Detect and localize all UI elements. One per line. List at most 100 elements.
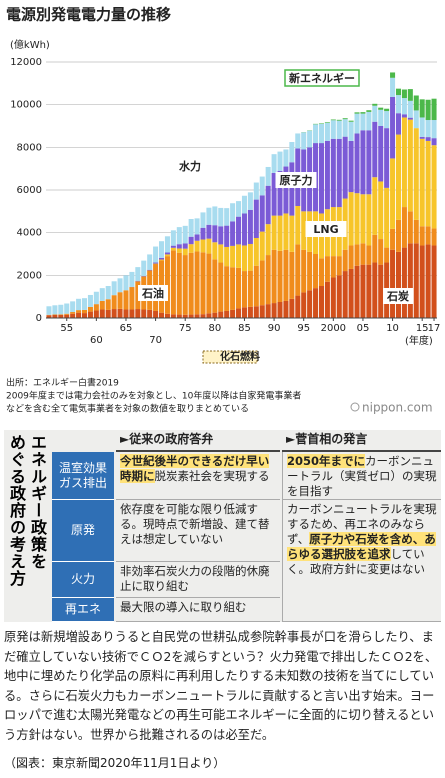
x-tick-label: 55 [60, 323, 73, 334]
bar-segment [218, 311, 224, 318]
bar-segment [336, 256, 342, 276]
bar-segment [413, 243, 419, 318]
bar-segment [153, 310, 159, 318]
series-label-box [138, 285, 168, 301]
bar-segment [70, 313, 76, 318]
bar-segment [307, 130, 313, 148]
bar-segment [301, 211, 307, 250]
bar-segment [277, 170, 283, 216]
bar-segment [395, 88, 402, 96]
bar-segment [194, 218, 200, 235]
bar-segment [336, 120, 342, 139]
bar-segment [318, 286, 324, 318]
bar-segment [348, 245, 354, 269]
bar-segment [372, 105, 378, 122]
bar-segment [176, 248, 182, 253]
bar-segment [313, 288, 319, 318]
bar-segment [360, 243, 366, 265]
bar-segment [378, 109, 384, 126]
bar-segment [407, 89, 413, 101]
bar-segment [295, 295, 301, 318]
bar-segment [123, 290, 129, 310]
bar-segment [253, 238, 259, 266]
bar-segment [224, 208, 230, 226]
bar-segment [93, 291, 99, 305]
bar-segment [111, 281, 117, 296]
bar-segment [218, 244, 224, 263]
bar-segment [419, 99, 425, 118]
bar-segment [295, 206, 301, 245]
bar-segment [182, 248, 188, 256]
bar-segment [212, 206, 218, 226]
bar-segment [431, 138, 437, 146]
bar-segment [431, 98, 437, 121]
bar-segment [425, 140, 431, 227]
bar-segment [206, 224, 212, 239]
chart: 電源別発電電力量の推移 (億kWh) (年度) 化石燃料 出所：エネルギー白書2… [6, 6, 440, 415]
bar-segment [342, 271, 348, 318]
bar-segment [407, 100, 413, 118]
bar-segment [354, 133, 360, 194]
bar-segment [295, 133, 301, 149]
old-policy: 非効率石炭火力の段階的休廃止に取り組む [116, 562, 280, 598]
bar-segment [425, 137, 431, 141]
bar-segment [81, 309, 88, 314]
bar-segment [277, 151, 283, 171]
bar-segment [390, 249, 396, 318]
bar-segment [212, 242, 218, 260]
bar-segment [259, 176, 265, 196]
source-note: などを含む全て電気事業者を対象の数値を取りまとめている [6, 403, 249, 415]
body-text: 原発は新規増設ありうると自民党の世耕弘成参院幹事長が口を滑らしたり、まだ確立して… [4, 630, 438, 742]
bar-segment [395, 95, 402, 114]
bar-segment [283, 166, 289, 214]
bar-segment [99, 300, 105, 310]
bar-segment [407, 119, 413, 212]
bar-segment [342, 136, 348, 199]
row-label: 火力 [52, 562, 114, 598]
series-label: 石油 [141, 286, 164, 300]
bar-segment [153, 246, 159, 263]
y-tick-label: 2000 [17, 270, 42, 281]
fossil-legend: 化石燃料 [220, 350, 260, 363]
bar-segment [170, 250, 176, 315]
bar-segment [236, 308, 242, 318]
bar-segment [188, 219, 194, 237]
bar-segment [378, 181, 384, 240]
bar-segment [271, 303, 277, 318]
bar-segment [164, 256, 170, 314]
bar-segment [247, 243, 253, 271]
bar-segment [354, 265, 360, 318]
cell-text: していく。政府方針に変更はない [287, 547, 425, 576]
table-title-line: めぐる政府の考え方 [7, 434, 26, 587]
bar-segment [188, 252, 194, 315]
bar-segment [318, 123, 324, 124]
bar-segment [318, 258, 324, 286]
old-policy: 最大限の導入に取り組む [116, 598, 280, 622]
bar-segment [348, 268, 354, 318]
bar-segment [105, 299, 111, 310]
bar-segment [241, 213, 247, 246]
bar-segment [366, 245, 372, 265]
bar-segment [70, 301, 76, 313]
bar-segment [182, 225, 188, 244]
x-tick-label: 60 [90, 335, 103, 346]
bar-segment [76, 310, 82, 313]
bar-segment [111, 309, 117, 318]
series-label: LNG [313, 223, 338, 236]
bar-segment [159, 241, 165, 258]
bar-segment [390, 77, 396, 97]
bar-segment [318, 123, 324, 144]
bar-segment [105, 309, 111, 318]
y-tick-label: 0 [36, 313, 42, 324]
bar-segment [384, 108, 390, 112]
bar-segment [366, 194, 372, 246]
bar-segment [401, 207, 407, 248]
bar-segment [265, 224, 271, 256]
y-tick-label: 12000 [10, 57, 42, 68]
x-tick-label: 80 [208, 323, 221, 334]
bar-segment [230, 309, 236, 318]
bar-segment [277, 215, 283, 251]
bar-segment [390, 96, 396, 159]
series-label: 新エネルギー [289, 71, 355, 85]
bar-segment [135, 267, 141, 281]
